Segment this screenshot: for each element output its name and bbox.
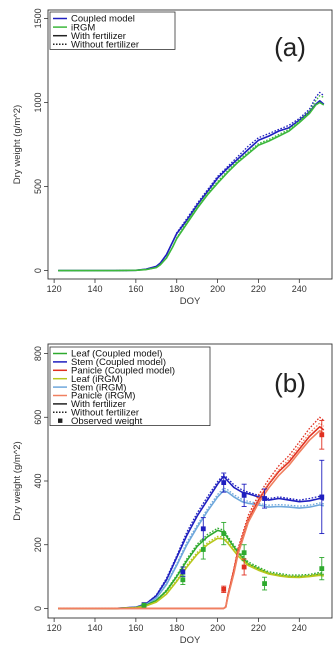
series-group bbox=[58, 91, 325, 272]
x-tick-label: 180 bbox=[169, 623, 184, 633]
legend: Leaf (Coupled model)Stem (Coupled model)… bbox=[49, 346, 211, 427]
observed-point-panicle bbox=[319, 432, 325, 438]
series-line-panicle-irgm-with-fertilizer bbox=[58, 429, 325, 610]
series-line-leaf-irgm-with-fertilizer bbox=[58, 537, 324, 610]
series-line-panicle-irgm-without-fertilizer bbox=[58, 422, 325, 610]
observed-point-leaf bbox=[200, 547, 206, 552]
x-tick-label: 220 bbox=[251, 284, 266, 294]
observed-point-panicle bbox=[221, 586, 227, 592]
x-tick-label: 180 bbox=[169, 284, 184, 294]
y-axis-label: Dry weight (g/m^2) bbox=[12, 105, 23, 184]
x-tick-label: 140 bbox=[87, 284, 102, 294]
observed-point-stem bbox=[241, 492, 247, 498]
series-line-stem-irgm-with-fertilizer bbox=[58, 489, 324, 610]
y-tick-label: 0 bbox=[33, 268, 43, 273]
series-line-irgm-with-fertilizer bbox=[58, 101, 325, 272]
legend-label-with-fertilizer: With fertilizer bbox=[71, 31, 126, 42]
legend-label-irgm: iRGM bbox=[71, 22, 95, 33]
observed-point-stem bbox=[180, 569, 186, 575]
series-line-irgm-without-fertilizer bbox=[58, 95, 325, 272]
legend-label-stem-irgm: Stem (iRGM) bbox=[71, 382, 126, 393]
legend-marker-observed bbox=[58, 418, 63, 423]
x-tick-label: 220 bbox=[251, 623, 266, 633]
legend-label-with-fertilizer: With fertilizer bbox=[71, 399, 126, 410]
series-line-panicle-coupled-model-without-fertilizer bbox=[58, 416, 325, 610]
series-line-stem-coupled-model-without-fertilizer bbox=[58, 473, 325, 610]
series-line-coupled-model-without-fertilizer bbox=[58, 91, 325, 272]
observed-point-leaf bbox=[221, 531, 227, 536]
legend-label-leaf-coupled-model: Leaf (Coupled model) bbox=[71, 349, 162, 360]
y-tick-label: 600 bbox=[33, 410, 43, 425]
x-tick-label: 160 bbox=[128, 623, 143, 633]
y-tick-label: 500 bbox=[33, 179, 43, 194]
legend-label-panicle-coupled-model: Panicle (Coupled model) bbox=[71, 366, 175, 377]
x-tick-label: 140 bbox=[87, 623, 102, 633]
x-tick-label: 240 bbox=[292, 623, 307, 633]
y-tick-label: 200 bbox=[33, 537, 43, 552]
legend-label-without-fertilizer: Without fertilizer bbox=[71, 408, 139, 419]
x-tick-label: 120 bbox=[47, 623, 62, 633]
legend-label-panicle-irgm: Panicle (iRGM) bbox=[71, 391, 135, 402]
series-line-panicle-coupled-model-with-fertilizer bbox=[58, 425, 325, 610]
series-line-leaf-coupled-model-without-fertilizer bbox=[58, 527, 324, 610]
x-tick-label: 200 bbox=[210, 284, 225, 294]
legend-label-without-fertilizer: Without fertilizer bbox=[71, 40, 139, 51]
x-tick-label: 160 bbox=[128, 284, 143, 294]
x-tick-label: 120 bbox=[47, 284, 62, 294]
panel-label: (b) bbox=[274, 368, 306, 398]
y-tick-label: 400 bbox=[33, 473, 43, 488]
legend-label-observed-weight: Observed weight bbox=[71, 416, 143, 427]
observed-point-stem bbox=[262, 496, 267, 501]
observed-point-leaf bbox=[141, 602, 147, 608]
observed-point-leaf bbox=[319, 566, 325, 572]
legend-box bbox=[49, 11, 176, 50]
series-group bbox=[58, 416, 325, 610]
legend-box bbox=[49, 346, 211, 426]
legend-label-stem-coupled-model: Stem (Coupled model) bbox=[71, 357, 166, 368]
observed-point-leaf bbox=[262, 581, 267, 586]
chart-panel-b: 120 140 160 180 200 220 240 0 200 400 600 800 DOY Dry… bbox=[12, 343, 333, 646]
observed-point-leaf bbox=[180, 577, 186, 583]
series-line-stem-coupled-model-with-fertilizer bbox=[58, 475, 325, 610]
plot-frame bbox=[47, 9, 333, 280]
series-line-leaf-coupled-model-with-fertilizer bbox=[58, 529, 324, 610]
observed-point-stem bbox=[221, 480, 227, 485]
y-tick-label: 0 bbox=[33, 606, 43, 611]
observed-point-stem bbox=[319, 494, 325, 500]
observed-point-stem bbox=[200, 526, 206, 532]
x-tick-label: 240 bbox=[292, 284, 307, 294]
y-axis-label: Dry weight (g/m^2) bbox=[12, 441, 23, 520]
observed-point-panicle bbox=[241, 564, 247, 570]
chart-panel-a: 120 140 160 180 200 220 240 0 500 1000 1500 DOY Dry … bbox=[12, 8, 333, 307]
observed-point-leaf bbox=[241, 550, 247, 556]
y-tick-label: 1500 bbox=[33, 8, 43, 28]
series-line-coupled-model-with-fertilizer bbox=[58, 100, 325, 272]
y-tick-label: 800 bbox=[33, 346, 43, 361]
panel-label: (a) bbox=[274, 32, 306, 62]
y-tick-label: 1000 bbox=[33, 92, 43, 112]
legend-label-coupled-model: Coupled model bbox=[71, 14, 135, 25]
legend-label-leaf-irgm: Leaf (iRGM) bbox=[71, 374, 123, 385]
x-tick-label: 200 bbox=[210, 623, 225, 633]
series-line-leaf-irgm-without-fertilizer bbox=[58, 535, 324, 610]
x-axis-label: DOY bbox=[180, 635, 201, 646]
x-axis-label: DOY bbox=[180, 296, 201, 307]
series-line-stem-irgm-without-fertilizer bbox=[58, 487, 324, 610]
